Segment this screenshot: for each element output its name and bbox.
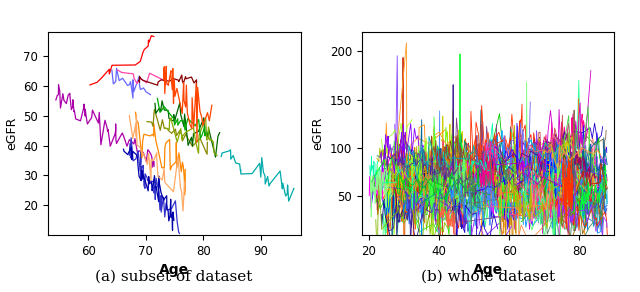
X-axis label: Age: Age <box>473 263 503 277</box>
X-axis label: Age: Age <box>159 263 189 277</box>
Y-axis label: eGFR: eGFR <box>5 117 18 150</box>
Text: (b) whole dataset: (b) whole dataset <box>420 269 555 283</box>
Text: (a) subset of dataset: (a) subset of dataset <box>95 269 253 283</box>
Y-axis label: eGFR: eGFR <box>311 117 324 150</box>
